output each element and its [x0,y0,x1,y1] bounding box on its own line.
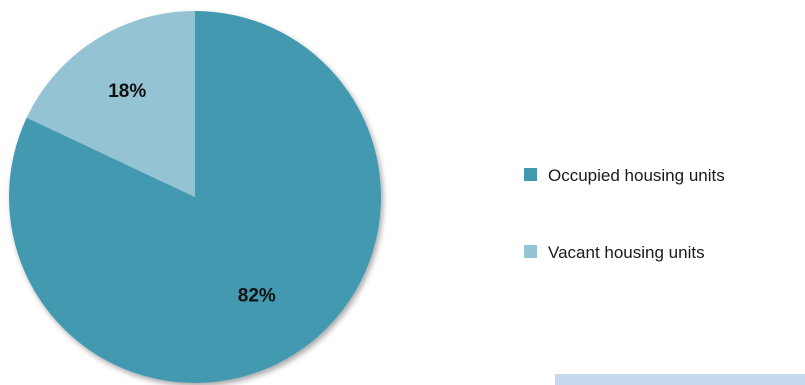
slice-label-vacant-housing-units: 18% [108,81,146,102]
legend-label-occupied: Occupied housing units [548,166,725,185]
pie-slice-vacant-housing-units [26,11,196,197]
slice-label-occupied-housing-units: 82% [238,285,276,306]
legend-item-occupied: Occupied housing units [524,166,725,185]
legend-label-vacant: Vacant housing units [548,243,705,262]
legend-item-vacant: Vacant housing units [524,243,705,262]
pie-slice-labels: 82% 18% [108,81,276,306]
pie-slice-occupied-housing-units [8,11,381,384]
legend-swatch-occupied [524,168,537,181]
legend-swatch-vacant [524,245,537,258]
bottom-bar [555,374,805,385]
pie-slices [8,11,381,384]
legend: Occupied housing units Vacant housing un… [524,166,725,262]
